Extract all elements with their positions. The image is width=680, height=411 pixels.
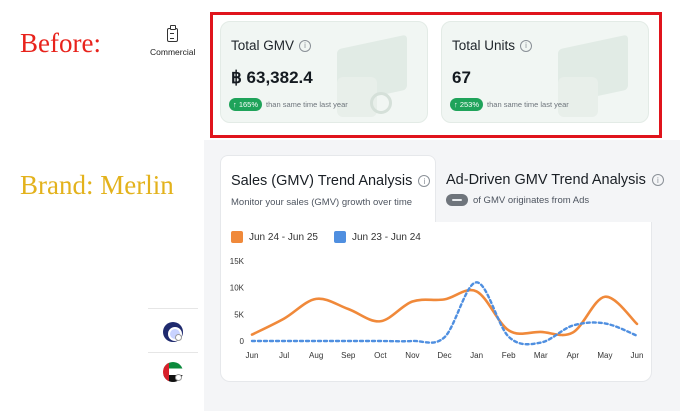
info-icon[interactable]: i — [299, 39, 312, 52]
highlight-box — [210, 12, 662, 138]
y-tick-label: 5K — [234, 310, 244, 319]
x-tick-label: Nov — [405, 351, 419, 360]
tab-subtitle: of GMV originates from Ads — [473, 194, 590, 206]
legend-item-previous[interactable]: Jun 23 - Jun 24 — [333, 231, 421, 243]
clipboard-icon — [166, 25, 178, 42]
series-line-previous[interactable] — [250, 281, 639, 346]
x-tick-label: Apr — [567, 351, 580, 360]
x-tick-label: Jul — [279, 351, 289, 360]
chart-card — [220, 222, 652, 382]
y-tick-label: 15K — [230, 257, 245, 266]
tab-title-row: Sales (GMV) Trend Analysis i — [231, 173, 431, 189]
before-annotation: Before: — [20, 28, 101, 58]
info-icon[interactable]: i — [520, 39, 533, 52]
rail-divider — [148, 352, 198, 353]
x-tick-label: Sep — [341, 351, 356, 360]
y-tick-label: 10K — [230, 284, 245, 293]
stat-title: Total Units — [452, 38, 516, 53]
stat-value: 67 — [452, 68, 471, 87]
region-badge-icon — [175, 374, 182, 381]
region-badge-icon — [175, 334, 182, 341]
tab-title: Sales (GMV) Trend Analysis — [231, 173, 413, 189]
legend-label: Jun 23 - Jun 24 — [351, 231, 421, 243]
brand-annotation: Brand: Merlin — [20, 170, 174, 200]
x-tick-label: Feb — [502, 351, 516, 360]
card-illustration — [370, 92, 392, 114]
info-icon[interactable]: i — [418, 175, 431, 187]
growth-badge: ↑ 253% — [450, 98, 484, 111]
y-tick-label: 0 — [240, 337, 245, 346]
rail-divider — [148, 308, 198, 309]
card-illustration — [558, 77, 598, 117]
x-tick-label: Jan — [470, 351, 483, 360]
stat-comparison: ↑ 253% than same time last year — [450, 98, 569, 111]
tab-title: Ad-Driven GMV Trend Analysis — [446, 172, 646, 188]
x-tick-label: May — [597, 351, 612, 360]
tab-title-row: Ad-Driven GMV Trend Analysis i — [446, 172, 664, 188]
chart-legend: Jun 24 - Jun 25 Jun 23 - Jun 24 — [231, 231, 421, 243]
commercial-label: Commercial — [150, 47, 196, 57]
tab-sales-gmv-trend[interactable]: Sales (GMV) Trend Analysis i Monitor you… — [220, 155, 436, 225]
series-line-current[interactable] — [250, 288, 639, 337]
tab-subtitle: Monitor your sales (GMV) growth over tim… — [231, 197, 413, 208]
total-units-card[interactable]: Total Units i 67 ↑ 253% than same time l… — [441, 21, 649, 123]
stat-title-row: Total GMV i — [231, 38, 312, 53]
total-gmv-card[interactable]: Total GMV i ฿ 63,382.4 ↑ 165% than same … — [220, 21, 428, 123]
stat-title-row: Total Units i — [452, 38, 533, 53]
x-tick-label: Aug — [309, 351, 323, 360]
stat-comparison: ↑ 165% than same time last year — [229, 98, 348, 111]
info-icon[interactable]: i — [651, 174, 664, 186]
comparison-text: than same time last year — [487, 100, 569, 109]
x-tick-label: Mar — [534, 351, 548, 360]
tab-ad-driven-gmv-trend[interactable]: Ad-Driven GMV Trend Analysis i of GMV or… — [446, 170, 666, 214]
legend-swatch-previous — [333, 231, 346, 243]
x-tick-label: Jun — [631, 351, 644, 360]
commercial-nav-item[interactable]: Commercial — [150, 25, 196, 57]
ad-share-placeholder — [446, 194, 468, 206]
stat-value: ฿ 63,382.4 — [231, 68, 313, 87]
stat-title: Total GMV — [231, 38, 295, 53]
x-tick-label: Oct — [374, 351, 387, 360]
legend-item-current[interactable]: Jun 24 - Jun 25 — [231, 231, 318, 243]
growth-badge: ↑ 165% — [229, 98, 263, 111]
tab-subtitle-row: of GMV originates from Ads — [446, 194, 589, 206]
x-tick-label: Dec — [437, 351, 451, 360]
legend-swatch-current — [231, 231, 243, 243]
x-tick-label: Jun — [246, 351, 259, 360]
legend-label: Jun 24 - Jun 25 — [249, 231, 318, 243]
comparison-text: than same time last year — [266, 100, 348, 109]
